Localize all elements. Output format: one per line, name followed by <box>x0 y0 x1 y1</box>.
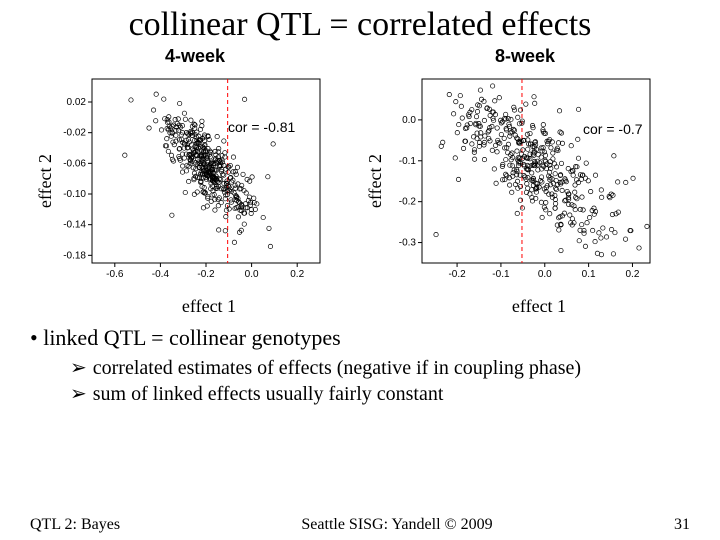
bullet-list: • linked QTL = collinear genotypes ➢ corr… <box>0 317 720 407</box>
svg-text:-0.18: -0.18 <box>63 250 86 261</box>
chart-panel-left: 4-week effect 2 -0.6-0.4-0.20.00.2-0.18-… <box>35 46 355 317</box>
svg-text:-0.02: -0.02 <box>63 128 86 139</box>
svg-text:-0.1: -0.1 <box>492 269 510 280</box>
arrow-icon: ➢ <box>70 357 87 379</box>
scatter-plot-right: -0.2 -0.1 0.0 0.1 0.2 -0.3 -0.2 -0.1 0.0 cor = -… <box>388 69 658 294</box>
xlabel-left: effect 1 <box>63 296 355 317</box>
chart-panel-right: 8-week effect 2 -0.2-0.10.00.10.2-0.3-0.… <box>365 46 685 317</box>
cor-label-left: cor = -0.81 <box>228 119 295 135</box>
scatter-plot-left: -0.6 -0.4 -0.2 0.0 0.2 -0.18 -0.14 -0.10 -0.06 -0… <box>58 69 328 294</box>
svg-text:-0.10: -0.10 <box>63 189 86 200</box>
footer-left: QTL 2: Bayes <box>30 516 120 534</box>
arrow-icon: ➢ <box>70 383 87 405</box>
footer-center: Seattle SISG: Yandell © 2009 <box>301 516 492 534</box>
svg-text:0.2: 0.2 <box>290 269 304 280</box>
svg-text:-0.14: -0.14 <box>63 220 86 231</box>
cor-label-right: cor = -0.7 <box>583 121 643 137</box>
svg-text:-0.2: -0.2 <box>448 269 466 280</box>
svg-text:-0.2: -0.2 <box>399 197 417 208</box>
xlabel-right: effect 1 <box>393 296 685 317</box>
bullet-main-text: linked QTL = collinear genotypes <box>43 325 341 350</box>
bullet-main: • linked QTL = collinear genotypes <box>30 325 690 351</box>
svg-text:-0.4: -0.4 <box>152 269 170 280</box>
ylabel-left: effect 2 <box>35 154 56 208</box>
chart-title-right: 8-week <box>365 46 685 67</box>
svg-text:0.2: 0.2 <box>626 269 640 280</box>
charts-row: 4-week effect 2 -0.6-0.4-0.20.00.2-0.18-… <box>0 46 720 317</box>
footer-right: 31 <box>674 516 690 534</box>
svg-text:-0.06: -0.06 <box>63 158 86 169</box>
svg-text:0.02: 0.02 <box>67 97 87 108</box>
chart-title-left: 4-week <box>35 46 355 67</box>
footer: QTL 2: Bayes Seattle SISG: Yandell © 200… <box>0 516 720 534</box>
svg-text:0.0: 0.0 <box>245 269 259 280</box>
bullet-sub-0-text: correlated estimates of effects (negativ… <box>93 357 581 379</box>
svg-text:0.1: 0.1 <box>582 269 596 280</box>
svg-text:-0.2: -0.2 <box>197 269 215 280</box>
svg-text:0.0: 0.0 <box>538 269 552 280</box>
ylabel-right: effect 2 <box>365 154 386 208</box>
svg-text:-0.1: -0.1 <box>399 156 417 167</box>
bullet-sub-1: ➢ sum of linked effects usually fairly co… <box>30 381 690 407</box>
svg-text:-0.3: -0.3 <box>399 238 417 249</box>
bullet-sub-0: ➢ correlated estimates of effects (negati… <box>30 355 690 381</box>
svg-text:0.0: 0.0 <box>402 115 416 126</box>
svg-text:-0.6: -0.6 <box>106 269 124 280</box>
bullet-sub-1-text: sum of linked effects usually fairly con… <box>93 383 444 405</box>
page-title: collinear QTL = correlated effects <box>0 0 720 46</box>
